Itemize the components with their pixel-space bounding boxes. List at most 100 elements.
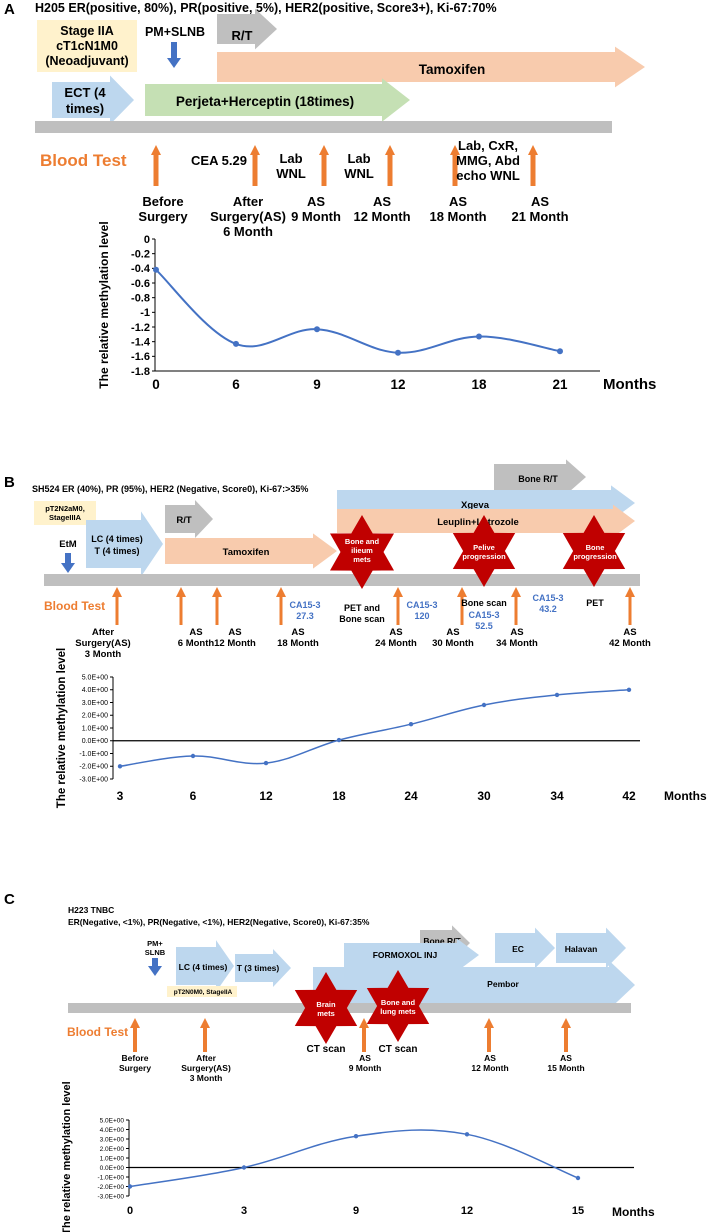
data-point xyxy=(153,266,159,273)
timepoint-label: 12 Month xyxy=(353,209,410,224)
blood-test-arrow xyxy=(460,596,464,625)
ca-annotation: CA15-3 xyxy=(468,610,499,620)
blood-test-arrow xyxy=(452,154,458,186)
x-tick-label: 9 xyxy=(353,1205,359,1217)
y-tick-label: -1.0E+00 xyxy=(79,751,108,758)
y-tick-label: 1.0E+00 xyxy=(82,725,108,732)
lab-annotation: WNL xyxy=(276,166,306,181)
scan-annotation: Bone scan xyxy=(339,614,385,624)
ca-annotation: 27.3 xyxy=(296,611,314,621)
blood-test-arrow xyxy=(153,154,159,186)
star-label: Bone and xyxy=(381,998,416,1007)
x-tick-label: 18 xyxy=(471,377,487,392)
star-label: Bone xyxy=(586,543,605,552)
timepoint-label: AS xyxy=(484,1053,496,1063)
tamoxifen-label: Tamoxifen xyxy=(419,62,486,77)
stage-text: (Neoadjuvant) xyxy=(45,54,128,68)
scan-annotation: PET xyxy=(586,598,604,608)
y-tick-label: -0.6 xyxy=(131,278,150,290)
blood-test-arrow xyxy=(179,596,183,625)
t-arrow xyxy=(235,948,291,988)
surgery-arrow xyxy=(152,958,158,967)
surgery-label: SLNB xyxy=(145,948,166,957)
x-tick-label: 42 xyxy=(622,789,636,803)
blood-test-arrow xyxy=(203,1027,207,1052)
timepoint-label: AS xyxy=(228,627,241,638)
series-line xyxy=(155,269,561,354)
blood-test-arrow xyxy=(564,1027,568,1052)
y-tick-label: -1.8 xyxy=(131,366,150,378)
timepoint-label: 18 Month xyxy=(429,209,486,224)
timepoint-label: 34 Month xyxy=(496,638,538,649)
stage-box xyxy=(37,20,137,72)
timepoint-label: After xyxy=(233,194,263,209)
leuplin-label: Leuplin+Letrozole xyxy=(437,517,519,528)
x-tick-label: 34 xyxy=(550,789,564,803)
stage-text: cT1cN1M0 xyxy=(56,39,118,53)
scan-annotation: CT scan xyxy=(307,1044,346,1055)
tamoxifen-arrow xyxy=(165,533,337,569)
blood-test-arrow-head xyxy=(457,587,467,597)
surgery-arrow-head xyxy=(148,966,162,976)
data-point xyxy=(557,348,563,355)
lab-annotation: WNL xyxy=(344,166,374,181)
timepoint-label: 30 Month xyxy=(432,638,474,649)
timepoint-label: After xyxy=(196,1053,217,1063)
xgeva-label: Xgeva xyxy=(461,500,490,511)
timepoint-label: 18 Month xyxy=(277,638,319,649)
x-tick-label: 6 xyxy=(232,377,240,392)
surgery-arrow xyxy=(65,553,71,564)
blood-test-arrow xyxy=(321,154,327,186)
timepoint-label: Surgery(AS) xyxy=(75,638,130,649)
y-tick-label: 3.0E+00 xyxy=(82,700,108,707)
timepoint-label: 6 Month xyxy=(223,224,273,239)
y-axis-title: The relative methylation level xyxy=(61,1081,73,1232)
star-label: Pelive xyxy=(473,543,495,552)
y-tick-label: 5.0E+00 xyxy=(100,1117,125,1124)
scan-annotation: PET and xyxy=(344,603,380,613)
x-tick-label: 18 xyxy=(332,789,346,803)
timepoint-label: 12 Month xyxy=(471,1063,508,1073)
y-tick-label: 5.0E+00 xyxy=(82,674,108,681)
y-axis-title: The relative methylation level xyxy=(97,221,111,388)
data-point xyxy=(554,692,560,698)
blood-test-arrow-head xyxy=(528,145,538,155)
timepoint-label: AS xyxy=(531,194,549,209)
blood-test-arrow-head xyxy=(151,145,161,155)
timepoint-label: 15 Month xyxy=(547,1063,584,1073)
y-tick-label: 0.0E+00 xyxy=(82,738,108,745)
stage-box xyxy=(34,501,96,525)
series-line xyxy=(119,689,630,768)
blood-test-arrow-head xyxy=(319,145,329,155)
blood-test-arrow xyxy=(252,154,258,186)
blood-test-arrow xyxy=(362,1027,366,1052)
data-point xyxy=(314,326,320,333)
timepoint-label: AS xyxy=(373,194,391,209)
y-tick-label: 4.0E+00 xyxy=(82,687,108,694)
data-point xyxy=(190,753,196,759)
blood-test-arrow-head xyxy=(276,587,286,597)
y-tick-label: -2.0E+00 xyxy=(79,764,108,771)
blood-test-arrow xyxy=(514,596,518,625)
stage-text: pT2N2aM0, xyxy=(45,504,85,513)
y-tick-label: -0.2 xyxy=(131,249,150,261)
timepoint-label: Surgery xyxy=(138,209,188,224)
perjeta-label: Perjeta+Herceptin (18times) xyxy=(176,94,354,109)
data-point xyxy=(481,702,487,708)
surgery-arrow-head xyxy=(61,563,75,573)
star-label: mets xyxy=(317,1009,335,1018)
data-point xyxy=(476,333,482,340)
timepoint-label: 9 Month xyxy=(291,209,341,224)
ca-annotation: CA15-3 xyxy=(532,593,563,603)
lc-t-label: LC (4 times) xyxy=(91,534,143,544)
data-point xyxy=(395,349,401,356)
y-tick-label: -1.4 xyxy=(131,337,151,349)
timepoint-label: AS xyxy=(446,627,459,638)
event-star xyxy=(294,972,358,1044)
y-tick-label: 4.0E+00 xyxy=(100,1127,125,1134)
y-tick-label: 2.0E+00 xyxy=(100,1146,125,1153)
blood-test-arrow-head xyxy=(250,145,260,155)
blood-test-arrow xyxy=(628,596,632,625)
timepoint-label: Surgery(AS) xyxy=(181,1063,231,1073)
